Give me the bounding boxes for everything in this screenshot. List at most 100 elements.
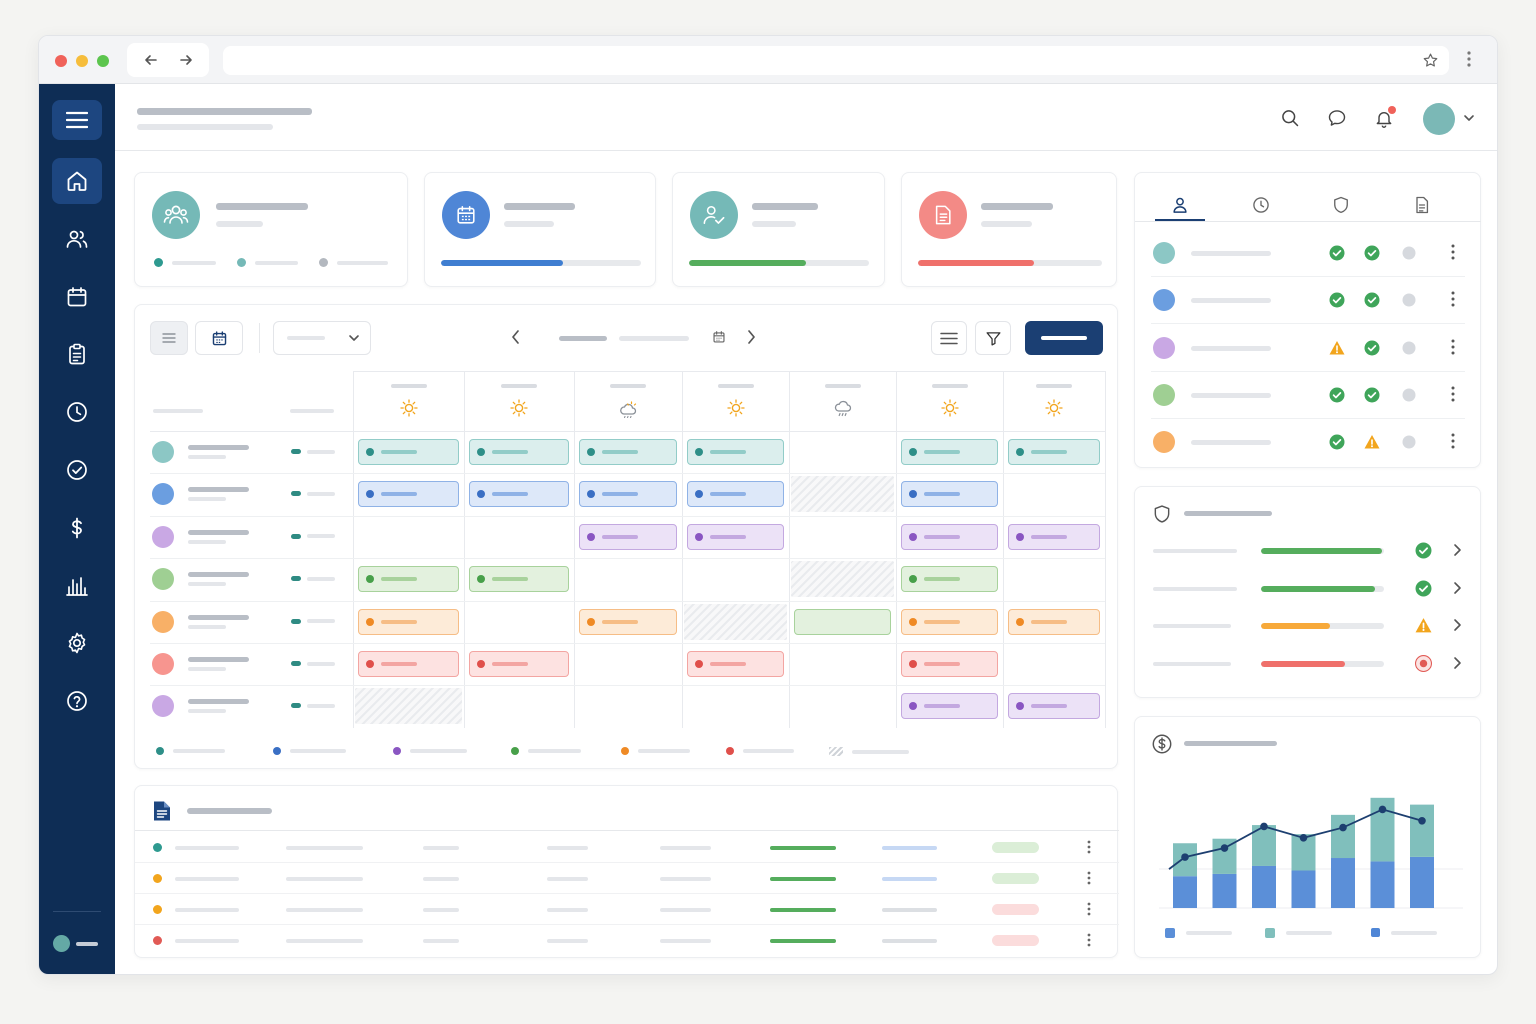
- arrow-right-icon[interactable]: [178, 52, 194, 68]
- user-avatar[interactable]: [1423, 103, 1455, 135]
- list-view-button[interactable]: [150, 321, 188, 355]
- table-row[interactable]: [135, 863, 1119, 894]
- sidebar-item-home[interactable]: [52, 158, 102, 204]
- minimize-window-button[interactable]: [76, 55, 88, 67]
- chat-icon[interactable]: [1327, 108, 1347, 128]
- shift-block[interactable]: [687, 439, 784, 465]
- shift-block[interactable]: [901, 651, 998, 677]
- sidebar-item-bar-chart[interactable]: [52, 563, 102, 609]
- stat-card-schedule[interactable]: [424, 172, 656, 287]
- compliance-row[interactable]: [1135, 533, 1481, 570]
- chevron-right-icon[interactable]: [745, 329, 757, 345]
- maximize-window-button[interactable]: [97, 55, 109, 67]
- more-vertical-icon[interactable]: [1467, 50, 1471, 68]
- menu-button[interactable]: [931, 321, 967, 355]
- staff-row[interactable]: [1151, 277, 1465, 325]
- shift-block[interactable]: [1008, 608, 1100, 635]
- sidebar-user[interactable]: [53, 935, 98, 952]
- sidebar-item-dollar[interactable]: [52, 505, 102, 551]
- table-row[interactable]: [135, 832, 1119, 863]
- shift-block[interactable]: [687, 651, 784, 677]
- shift-block[interactable]: [901, 439, 998, 465]
- stat-card-team[interactable]: [134, 172, 408, 287]
- compliance-row[interactable]: [1135, 646, 1481, 683]
- filter-button[interactable]: [975, 321, 1011, 355]
- role-tag: [291, 533, 335, 539]
- stat-card-documents[interactable]: [901, 172, 1117, 287]
- compliance-row[interactable]: [1135, 608, 1481, 645]
- shift-block[interactable]: [579, 439, 677, 465]
- more-vertical-icon[interactable]: [1087, 933, 1091, 947]
- shift-block[interactable]: [579, 608, 677, 635]
- staff-row[interactable]: [1151, 372, 1465, 419]
- calendar-view-button[interactable]: [195, 321, 243, 355]
- filter-dropdown[interactable]: [273, 321, 371, 355]
- sidebar-item-calendar[interactable]: [52, 274, 102, 320]
- shift-block[interactable]: [687, 481, 784, 508]
- shift-block[interactable]: [901, 566, 998, 593]
- table-row[interactable]: [135, 925, 1119, 956]
- more-vertical-icon[interactable]: [1451, 290, 1455, 308]
- shift-block[interactable]: [901, 693, 998, 720]
- close-window-button[interactable]: [55, 55, 67, 67]
- grid-row-line: [150, 685, 1105, 687]
- staff-row[interactable]: [1151, 230, 1465, 277]
- more-vertical-icon[interactable]: [1087, 871, 1091, 885]
- compliance-row[interactable]: [1135, 571, 1481, 608]
- sidebar-item-users[interactable]: [52, 216, 102, 262]
- menu-toggle-button[interactable]: [52, 100, 102, 140]
- tab-document[interactable]: [1397, 189, 1447, 221]
- staff-row[interactable]: [1151, 325, 1465, 372]
- sidebar-item-help[interactable]: [52, 678, 102, 724]
- more-vertical-icon[interactable]: [1451, 338, 1455, 356]
- shift-block[interactable]: [579, 481, 677, 508]
- shift-block[interactable]: [469, 566, 569, 593]
- shift-block[interactable]: [901, 523, 998, 550]
- shift-block[interactable]: [901, 481, 998, 508]
- grid-column-line: [353, 371, 354, 728]
- compliance-progress-fill: [1261, 585, 1376, 592]
- arrow-left-icon[interactable]: [143, 52, 159, 68]
- address-bar[interactable]: [223, 46, 1449, 75]
- tab-clock[interactable]: [1236, 189, 1286, 221]
- shift-block[interactable]: [469, 651, 569, 677]
- more-vertical-icon[interactable]: [1451, 432, 1455, 450]
- more-vertical-icon[interactable]: [1451, 385, 1455, 403]
- sidebar-item-check-circle[interactable]: [52, 447, 102, 493]
- shift-block[interactable]: [469, 439, 569, 465]
- legend-item: [237, 258, 298, 267]
- tab-shield[interactable]: [1316, 189, 1366, 221]
- chevron-down-icon[interactable]: [1463, 112, 1475, 124]
- shift-block[interactable]: [469, 481, 569, 508]
- bookmark-star-icon[interactable]: [1422, 52, 1439, 69]
- employee-row-label: [150, 473, 350, 515]
- shift-block[interactable]: [358, 566, 459, 593]
- sidebar-item-settings[interactable]: [52, 620, 102, 666]
- tab-user[interactable]: [1155, 189, 1205, 221]
- more-vertical-icon[interactable]: [1087, 840, 1091, 854]
- shift-block[interactable]: [1008, 439, 1100, 465]
- bell-icon[interactable]: [1374, 106, 1396, 129]
- shift-block[interactable]: [358, 608, 459, 635]
- shift-block[interactable]: [901, 608, 998, 635]
- chevron-left-icon[interactable]: [510, 329, 522, 345]
- table-row[interactable]: [135, 894, 1119, 925]
- shift-block[interactable]: [579, 523, 677, 550]
- shift-block[interactable]: [358, 439, 459, 465]
- search-icon[interactable]: [1280, 108, 1300, 128]
- more-vertical-icon[interactable]: [1451, 243, 1455, 261]
- stat-card-attendance[interactable]: [672, 172, 885, 287]
- staff-row[interactable]: [1151, 419, 1465, 466]
- shift-block[interactable]: [358, 481, 459, 508]
- employee-row-label: [150, 516, 350, 558]
- add-shift-button[interactable]: [1025, 321, 1103, 355]
- shift-block[interactable]: [1008, 523, 1100, 550]
- shift-block[interactable]: [1008, 693, 1100, 720]
- shift-block[interactable]: [687, 523, 784, 550]
- sidebar-item-clipboard[interactable]: [52, 331, 102, 377]
- open-shift[interactable]: [794, 608, 891, 635]
- shift-block[interactable]: [358, 651, 459, 677]
- sidebar-item-clock[interactable]: [52, 389, 102, 435]
- date-picker-icon[interactable]: [712, 330, 726, 344]
- more-vertical-icon[interactable]: [1087, 902, 1091, 916]
